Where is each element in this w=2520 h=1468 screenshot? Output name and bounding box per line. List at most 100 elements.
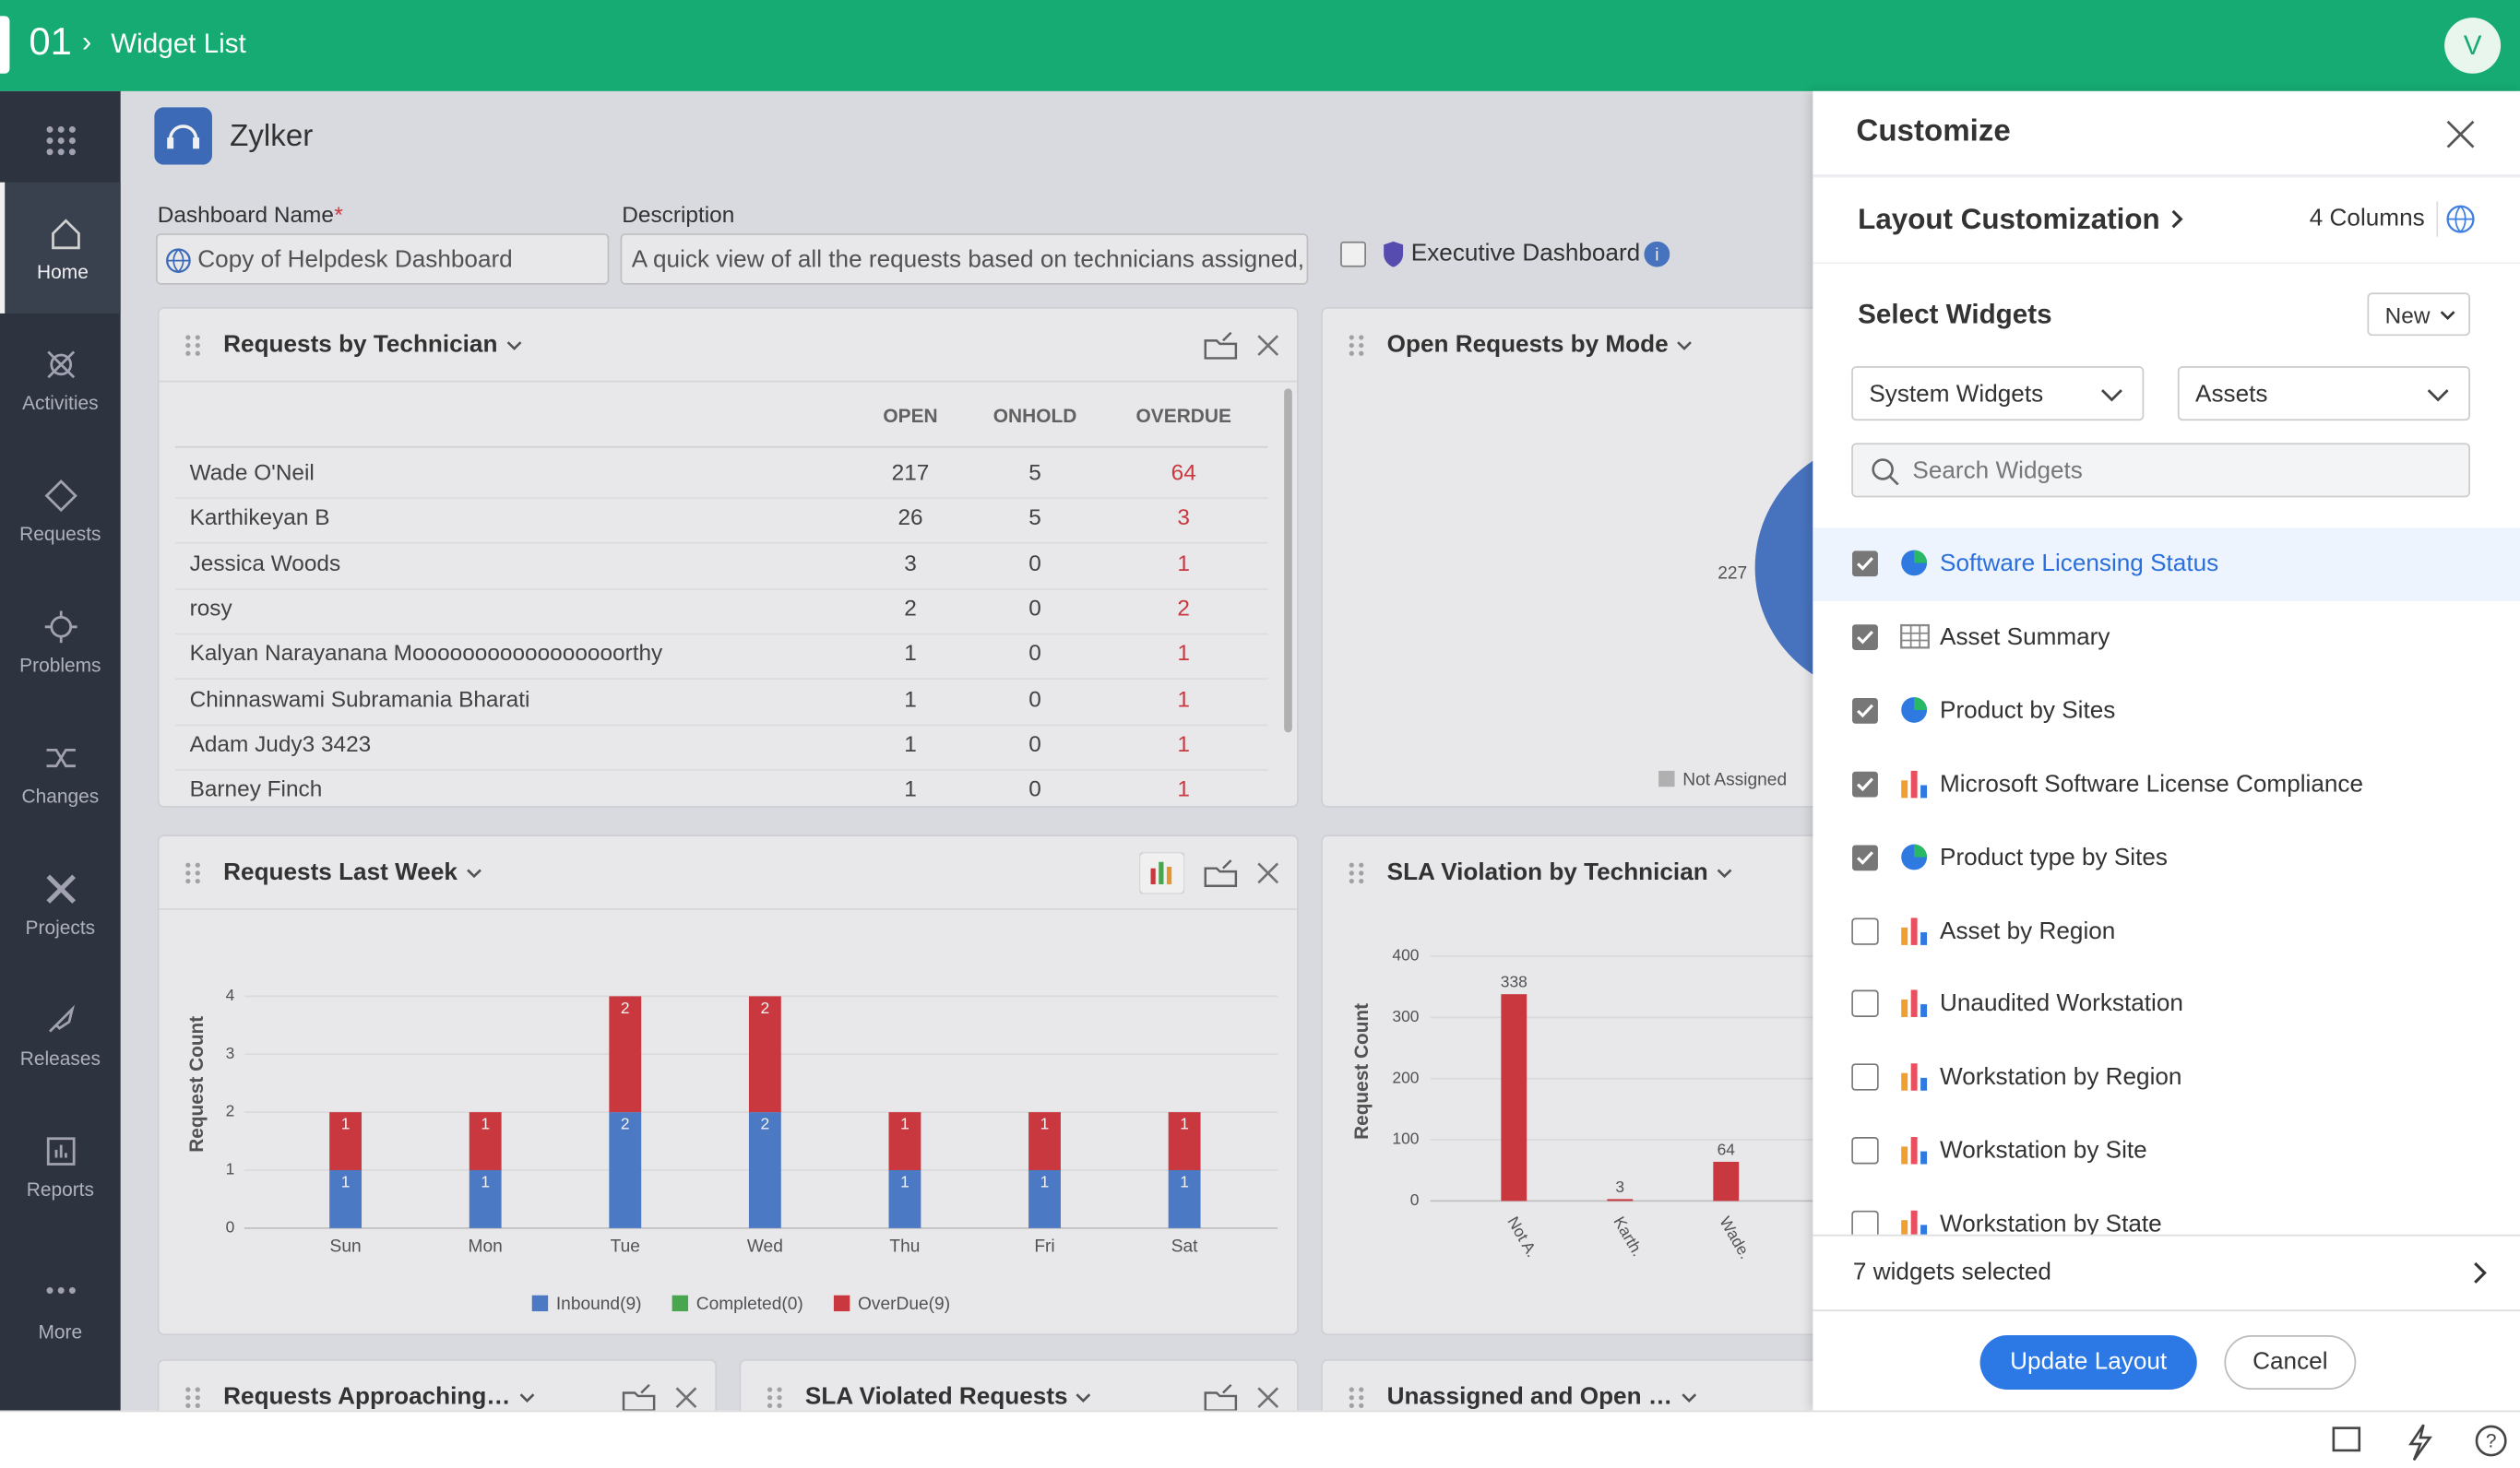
new-label: New	[2384, 302, 2431, 328]
widget-option[interactable]: Unaudited Workstation	[1813, 968, 2520, 1042]
nav-item[interactable]: Changes	[0, 707, 121, 838]
widget-option[interactable]: Workstation by Site	[1813, 1115, 2520, 1189]
count: 1	[1177, 775, 1191, 801]
checkbox	[1851, 1063, 1879, 1092]
technician-name: rosy	[189, 594, 232, 621]
widget-card: SLA Violation by Technician	[1321, 835, 1868, 1336]
drag-handle	[185, 862, 200, 884]
nav-item[interactable]: Projects	[0, 838, 121, 969]
nav-item[interactable]: Releases	[0, 969, 121, 1100]
avatar[interactable]: V	[2444, 18, 2502, 74]
drag-handle	[1349, 335, 1364, 356]
widget-title[interactable]: Requests by Technician	[223, 330, 498, 359]
widget-type-icon	[1900, 623, 1930, 649]
row-line	[174, 723, 1268, 726]
globe-icon	[2446, 205, 2475, 233]
title-chevron	[1677, 341, 1692, 350]
top-bar: 01 › Widget List V	[0, 0, 2520, 91]
widget-option[interactable]: Workstation by Region	[1813, 1041, 2520, 1115]
count: 1	[1177, 730, 1191, 756]
nav-label: Changes	[21, 785, 100, 808]
row-line	[174, 678, 1268, 681]
checkbox	[1852, 771, 1878, 797]
close-button[interactable]	[2446, 120, 2475, 148]
description-label: Description	[622, 201, 735, 228]
widget-name: Product type by Sites	[1940, 843, 2168, 871]
widget-option[interactable]: Asset Summary	[1813, 601, 2520, 675]
nav-item[interactable]: Reports	[0, 1100, 121, 1231]
filter-dropdown[interactable]: System Widgets	[1851, 366, 2145, 421]
widget-type-icon	[1901, 696, 1928, 723]
header-divider	[159, 908, 1298, 910]
widget-option[interactable]: Asset by Region	[1813, 894, 2520, 968]
widget-title[interactable]: Unassigned and Open …	[1386, 1383, 1672, 1411]
nav-item[interactable]: Activities	[0, 314, 121, 444]
update-button[interactable]: Update Layout	[1979, 1335, 2197, 1391]
technician-name: Chinnaswami Subramania Bharati	[189, 685, 530, 711]
count: 0	[1028, 549, 1041, 575]
widget-option[interactable]: Product by Sites	[1813, 674, 2520, 748]
widget-option[interactable]: Product type by Sites	[1813, 822, 2520, 895]
nav-item[interactable]: Requests	[0, 444, 121, 575]
apps-icon	[46, 126, 76, 156]
title-chevron	[1682, 1393, 1697, 1403]
cancel-button[interactable]: Cancel	[2224, 1335, 2357, 1391]
count: 3	[1177, 503, 1191, 530]
row-line	[174, 587, 1268, 590]
nav-icon	[46, 748, 76, 768]
checkbox	[1851, 990, 1879, 1018]
panel-title: Customize	[1856, 114, 2011, 149]
count: 1	[904, 640, 917, 666]
nav-item[interactable]: More	[0, 1231, 121, 1362]
row-line	[174, 497, 1268, 500]
name-input[interactable]: Copy of Helpdesk Dashboard	[156, 233, 610, 285]
shield-icon	[1384, 241, 1404, 267]
widget-title[interactable]: SLA Violated Requests	[804, 1383, 1068, 1411]
close-icon	[1257, 335, 1279, 356]
layout-label[interactable]: Layout Customization	[1858, 203, 2160, 235]
filter-dropdown[interactable]: Assets	[2177, 366, 2470, 421]
widget-type-icon	[1901, 1063, 1928, 1092]
nav-item[interactable]: Problems	[0, 575, 121, 706]
count: 0	[1028, 730, 1041, 756]
nav-label: Requests	[19, 523, 101, 546]
info-icon: i	[1644, 241, 1670, 267]
summary-chevron[interactable]	[2472, 1261, 2488, 1284]
nav-icon	[46, 1287, 76, 1294]
widget-option[interactable]: Microsoft Software License Compliance	[1813, 748, 2520, 822]
widget-title[interactable]: Requests Approaching…	[223, 1383, 511, 1411]
widget-title[interactable]: SLA Violation by Technician	[1386, 858, 1708, 886]
search-placeholder: Search Widgets	[1912, 456, 2083, 485]
count: 5	[1028, 503, 1041, 530]
widget-title[interactable]: Open Requests by Mode	[1386, 330, 1669, 359]
count: 1	[904, 685, 917, 711]
checkbox	[1852, 844, 1878, 870]
org-name: Zylker	[230, 120, 314, 154]
new-button[interactable]: New	[2367, 292, 2470, 337]
dropdown-chevron	[2440, 311, 2455, 320]
description-input[interactable]: A quick view of all the requests based o…	[620, 233, 1309, 285]
close-icon	[1257, 862, 1279, 884]
executive-checkbox[interactable]	[1340, 241, 1366, 267]
search-box[interactable]: Search Widgets	[1851, 443, 2470, 498]
nav-icon	[46, 1137, 76, 1166]
separator: ›	[81, 25, 92, 58]
org-logo	[154, 107, 212, 165]
nav-item[interactable]: Home	[0, 182, 121, 314]
count: 217	[891, 458, 930, 485]
sidebar: Home Activities Requests Problems Changes Pro…	[0, 90, 121, 1411]
nav-label: Projects	[25, 916, 96, 939]
nav-icon	[44, 479, 77, 513]
widget-option[interactable]: Workstation by State	[1813, 1189, 2520, 1235]
widget-card: Requests Last Week	[157, 835, 1299, 1336]
widget-title[interactable]: Requests Last Week	[223, 858, 458, 886]
widget-type-icon	[1901, 1210, 1928, 1235]
columns-divider	[2436, 201, 2439, 237]
column-header: OVERDUE	[1135, 404, 1231, 428]
count: 1	[904, 775, 917, 801]
app-id: 01	[29, 20, 72, 65]
widget-option[interactable]: Software Licensing Status	[1813, 527, 2520, 602]
nav-label: Releases	[19, 1047, 101, 1071]
dropdown-chevron	[2427, 389, 2449, 402]
